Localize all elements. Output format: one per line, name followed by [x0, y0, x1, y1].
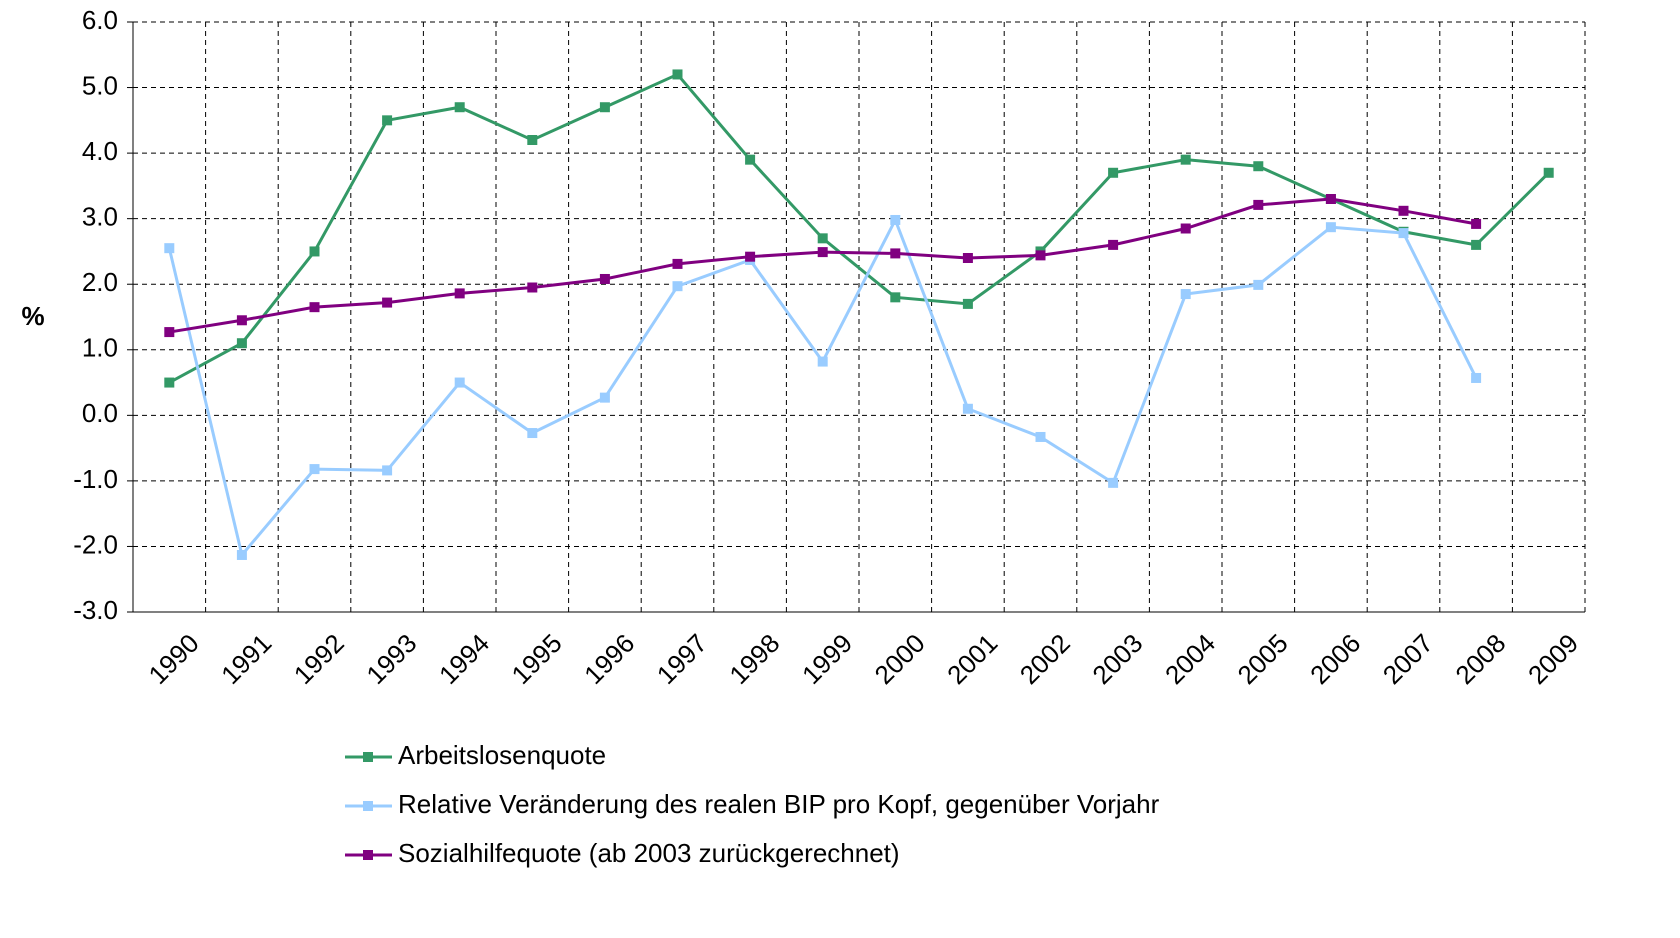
y-tick-label: -3.0 — [73, 595, 118, 625]
point — [236, 338, 247, 349]
point — [890, 292, 901, 303]
point — [1108, 239, 1119, 250]
x-tick-label: 2008 — [1449, 628, 1511, 690]
point — [1398, 228, 1409, 239]
point — [599, 273, 610, 284]
y-tick-label: 1.0 — [82, 333, 118, 363]
point — [817, 233, 828, 244]
point — [1035, 250, 1046, 261]
x-tick-label: 1997 — [651, 628, 713, 690]
point — [1180, 154, 1191, 165]
point — [527, 135, 538, 145]
point — [454, 102, 465, 113]
x-tick-label: 2006 — [1304, 628, 1366, 690]
point — [599, 392, 610, 403]
point — [1325, 194, 1336, 204]
series-line — [168, 72, 1550, 384]
point — [527, 428, 538, 439]
legend-label: Relative Veränderung des realen BIP pro … — [398, 789, 1160, 819]
y-tick-label: 3.0 — [82, 202, 118, 232]
x-tick-label: 1998 — [723, 628, 785, 690]
y-tick-label: 6.0 — [82, 5, 118, 35]
y-tick-label: 5.0 — [82, 70, 118, 100]
y-tick-label: 2.0 — [82, 267, 118, 297]
x-tick-label: 1993 — [360, 628, 422, 690]
point — [454, 288, 465, 299]
point — [1180, 289, 1191, 300]
point — [236, 549, 247, 560]
point — [1398, 205, 1409, 216]
x-tick-label: 1996 — [578, 628, 640, 690]
y-axis-label: % — [21, 301, 44, 331]
point — [1108, 477, 1119, 488]
series-line — [167, 216, 1478, 559]
point — [382, 297, 393, 308]
point — [454, 377, 465, 388]
point — [309, 302, 320, 313]
point — [236, 315, 247, 326]
point — [890, 248, 901, 259]
y-tick-label: -2.0 — [73, 529, 118, 559]
y-tick-label: -1.0 — [73, 464, 118, 494]
x-tick-label: 2004 — [1159, 628, 1221, 690]
point — [164, 327, 175, 338]
point — [1471, 218, 1482, 229]
point — [672, 69, 683, 80]
x-tick-label: 1995 — [506, 628, 568, 690]
legend-label: Sozialhilfequote (ab 2003 zurückgerechne… — [398, 838, 900, 868]
x-tick-label: 2000 — [869, 628, 931, 690]
y-tick-label: 0.0 — [82, 398, 118, 428]
legend-marker — [363, 801, 373, 811]
point — [1253, 279, 1264, 290]
point — [1325, 222, 1336, 233]
point — [1035, 431, 1046, 442]
x-tick-label: 2005 — [1232, 628, 1294, 690]
point — [745, 154, 756, 165]
point — [817, 356, 828, 367]
point — [890, 214, 901, 225]
point — [599, 102, 610, 113]
point — [309, 246, 320, 257]
point — [962, 403, 973, 414]
legend-marker — [363, 850, 373, 860]
point — [672, 281, 683, 292]
point — [962, 298, 973, 309]
point — [1471, 239, 1482, 250]
point — [382, 465, 393, 476]
x-tick-label: 2003 — [1086, 628, 1148, 690]
x-tick-label: 2007 — [1377, 628, 1439, 690]
x-tick-label: 2009 — [1522, 628, 1584, 690]
point — [1253, 161, 1264, 172]
point — [164, 377, 175, 388]
point — [527, 282, 538, 293]
legend-label: Arbeitslosenquote — [398, 740, 606, 770]
point — [1471, 372, 1482, 383]
legend-marker — [363, 752, 373, 762]
x-tick-label: 1990 — [143, 628, 205, 690]
point — [1253, 199, 1264, 210]
point — [672, 258, 683, 269]
x-tick-label: 1994 — [433, 628, 495, 690]
point — [817, 247, 828, 258]
x-tick-label: 1992 — [288, 628, 350, 690]
point — [382, 115, 393, 126]
point — [1180, 223, 1191, 234]
x-tick-label: 2002 — [1014, 628, 1076, 690]
x-tick-label: 2001 — [941, 628, 1003, 690]
point — [745, 251, 756, 262]
y-tick-label: 4.0 — [82, 136, 118, 166]
point — [309, 464, 320, 475]
point — [164, 243, 175, 254]
point — [1108, 167, 1119, 178]
x-tick-label: 1999 — [796, 628, 858, 690]
x-tick-label: 1991 — [215, 628, 277, 690]
point — [962, 253, 973, 263]
point — [1543, 167, 1554, 178]
